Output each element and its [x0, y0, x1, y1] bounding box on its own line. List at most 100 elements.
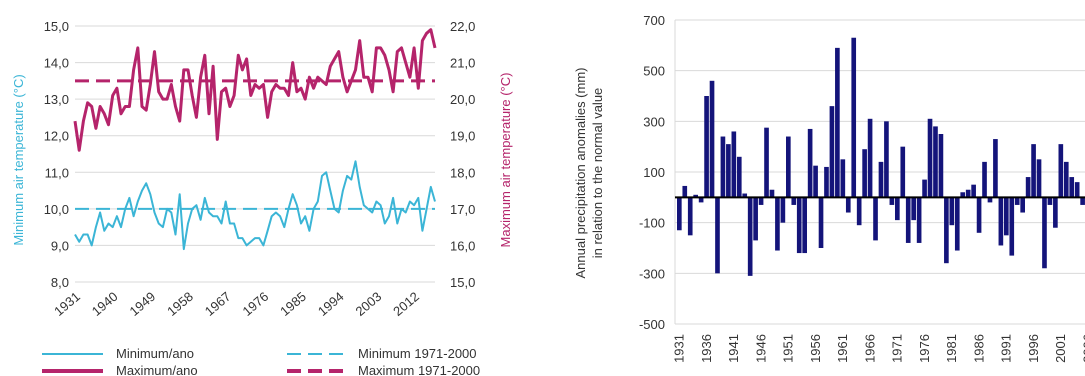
- x-tick-label: 2001: [1053, 334, 1068, 363]
- precip-bar: [987, 197, 993, 203]
- precip-bar: [1031, 144, 1036, 198]
- precip-bar: [726, 144, 731, 198]
- left-tick-label: 10,0: [44, 202, 69, 217]
- precip-bar: [829, 106, 835, 198]
- x-tick-label: 1976: [240, 289, 272, 319]
- precip-bar: [736, 156, 742, 198]
- precip-bar: [818, 197, 824, 248]
- precip-bar: [1053, 197, 1058, 228]
- x-tick-label: 1941: [726, 334, 741, 363]
- precip-bar: [796, 197, 802, 254]
- right-tick-label: 16,0: [450, 238, 475, 253]
- right-tick-label: 20,0: [450, 92, 475, 107]
- x-tick-label: 1931: [672, 334, 687, 363]
- precip-bar: [764, 127, 769, 198]
- y-tick-label: 100: [643, 165, 665, 180]
- precip-bar: [802, 197, 807, 254]
- left-tick-label: 8,0: [51, 275, 69, 290]
- precip-bar: [715, 197, 720, 274]
- x-tick-label: 1986: [971, 334, 986, 363]
- x-tick-label: 1966: [862, 334, 877, 363]
- x-tick-label: 2003: [353, 289, 385, 319]
- right-axis-ticks: 15,0 16,0 17,0 18,0 19,0 20,0 21,0 22,0: [450, 19, 475, 290]
- precip-bar: [1063, 161, 1069, 198]
- x-tick-label: 1991: [999, 334, 1014, 363]
- precip-bar: [895, 197, 900, 221]
- precip-bar: [1004, 197, 1009, 236]
- precip-bar: [775, 197, 780, 251]
- x-tick-label: 1996: [1026, 334, 1041, 363]
- x-tick-label: 1961: [835, 334, 850, 363]
- right-tick-label: 19,0: [450, 129, 475, 144]
- precip-bar: [1069, 177, 1075, 198]
- y-tick-label: 300: [643, 114, 665, 129]
- precip-bar: [813, 165, 818, 198]
- y-tick-label: -300: [639, 266, 665, 281]
- temperature-legend: Minimum/ano Minimum 1971-2000 Maximum/an…: [42, 346, 480, 376]
- right-tick-label: 21,0: [450, 56, 475, 71]
- precip-bar: [911, 197, 916, 221]
- x-tick-label: 1956: [808, 334, 823, 363]
- precip-bar: [1025, 177, 1031, 198]
- precip-bar: [900, 146, 906, 198]
- x-tick-label: 1936: [699, 334, 714, 363]
- precip-bar: [965, 189, 971, 198]
- left-tick-label: 15,0: [44, 19, 69, 34]
- series-line: [73, 28, 437, 152]
- left-tick-label: 12,0: [44, 129, 69, 144]
- precip-bar: [1014, 197, 1020, 205]
- precip-bar: [878, 161, 884, 198]
- precip-bar: [916, 197, 922, 243]
- precip-bar: [693, 194, 698, 198]
- precip-y-axis-title-line2: in relation to the normal value: [590, 88, 605, 259]
- precip-bar: [889, 197, 895, 205]
- precip-bar: [949, 197, 955, 226]
- precip-bar: [884, 121, 889, 198]
- precip-bar: [720, 136, 726, 198]
- precip-bar: [862, 149, 867, 198]
- precip-bar: [747, 197, 753, 276]
- right-axis-title: Maximum air temperature (°C): [498, 73, 513, 248]
- precip-bar: [704, 96, 709, 198]
- y-tick-label: -100: [639, 216, 665, 231]
- precip-bar: [835, 47, 840, 198]
- precip-bar: [791, 197, 797, 205]
- x-tick-label: 1949: [126, 289, 158, 319]
- x-tick-label: 1931: [51, 289, 83, 319]
- precip-bar: [1020, 197, 1025, 213]
- left-tick-label: 9,0: [51, 238, 69, 253]
- legend-label-max-annual: Maximum/ano: [116, 363, 198, 376]
- precip-bar: [1036, 159, 1042, 198]
- right-tick-label: 22,0: [450, 19, 475, 34]
- precip-bar: [954, 197, 960, 251]
- precip-y-axis-ticks: 700 500 300 100 -100 -300 -500: [639, 13, 665, 332]
- precip-bar: [682, 185, 688, 198]
- precip-bar: [993, 139, 998, 198]
- precip-bar: [856, 197, 862, 226]
- y-tick-label: -500: [639, 317, 665, 332]
- right-tick-label: 15,0: [450, 275, 475, 290]
- legend-label-max-normal: Maximum 1971-2000: [358, 363, 480, 376]
- x-tick-label: 1946: [753, 334, 768, 363]
- precip-bar: [933, 126, 938, 198]
- x-tick-label: 1985: [277, 289, 309, 319]
- precip-bar: [1074, 182, 1080, 198]
- temperature-grid: [75, 25, 435, 283]
- precip-bar: [998, 197, 1004, 246]
- temperature-chart: 8,0 9,0 10,0 11,0 12,0 13,0 14,0 15,0 15,0 16,0 1…: [11, 19, 513, 376]
- precipitation-bars: [677, 37, 1085, 276]
- precip-bar: [971, 184, 976, 198]
- x-tick-label: 1967: [202, 289, 234, 319]
- precip-bar: [824, 166, 829, 198]
- left-axis-ticks: 8,0 9,0 10,0 11,0 12,0 13,0 14,0 15,0: [44, 19, 69, 290]
- precip-bar: [1080, 197, 1085, 205]
- left-tick-label: 14,0: [44, 56, 69, 71]
- x-tick-label: 1981: [944, 334, 959, 363]
- left-tick-label: 13,0: [44, 92, 69, 107]
- precip-bar: [976, 197, 982, 233]
- legend-label-min-annual: Minimum/ano: [116, 346, 194, 361]
- left-tick-label: 11,0: [45, 165, 69, 180]
- x-tick-label: 1971: [890, 334, 905, 363]
- x-tick-label: 1994: [315, 289, 347, 319]
